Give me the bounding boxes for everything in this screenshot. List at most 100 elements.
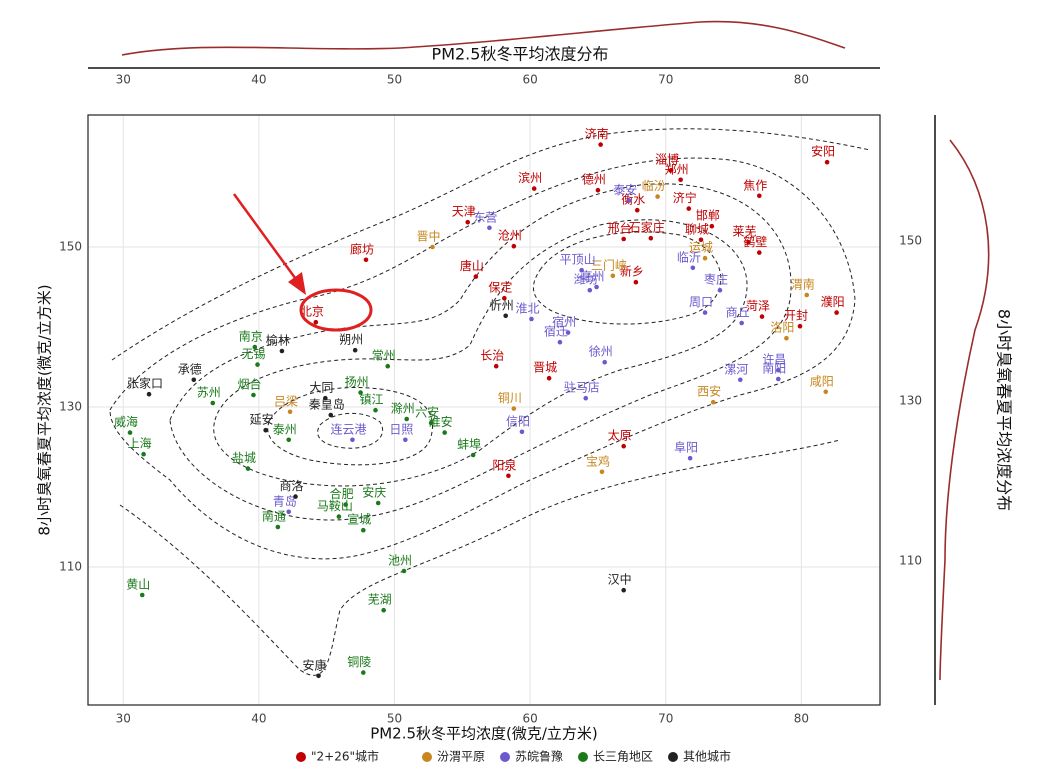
point [139, 592, 145, 598]
point [375, 500, 381, 506]
point [784, 335, 789, 341]
point [502, 295, 507, 301]
point [404, 416, 409, 422]
point [470, 452, 476, 458]
x-axis-title: PM2.5秋冬平均浓度(微克/立方米) [370, 725, 598, 743]
point [648, 235, 654, 241]
point-label: 烟台 [237, 377, 261, 392]
point [626, 198, 632, 203]
point [634, 207, 640, 213]
point [493, 363, 499, 369]
point [583, 395, 589, 401]
point-label: 镇江 [359, 393, 383, 407]
legend: "2+26"城市 汾渭平原 苏皖鲁豫 长三角地区 其他城市 [296, 749, 731, 764]
legend-swatch [296, 752, 306, 762]
point [381, 607, 386, 613]
contour-line [111, 128, 871, 361]
point-label: 汉中 [608, 572, 632, 587]
legend-swatch [668, 752, 678, 762]
point-label: 南京 [239, 329, 263, 344]
point-label: 洛阳 [770, 320, 794, 335]
right-tick-label: 110 [899, 554, 922, 568]
x-tick-label: 60 [522, 712, 537, 726]
point [610, 273, 616, 279]
point [361, 670, 366, 675]
point-label: 天津 [452, 205, 476, 219]
point-label: 盐城 [232, 451, 256, 465]
point-label: 郑州 [665, 161, 689, 176]
point [621, 236, 626, 242]
x-tick-label: 80 [794, 712, 809, 726]
point [430, 244, 435, 250]
grid [88, 115, 880, 705]
point [655, 194, 660, 199]
point-label: 铜陵 [347, 654, 371, 669]
point-label: 宿州 [552, 314, 576, 329]
point [633, 279, 639, 285]
point-label: 济宁 [673, 190, 697, 205]
point [487, 225, 492, 231]
top-tick-label: 60 [522, 73, 537, 87]
point [797, 323, 803, 329]
contour-line [267, 387, 433, 466]
point-label: 安阳 [811, 144, 835, 159]
point-label: 淮安 [429, 414, 453, 429]
point-label: 扬州 [345, 374, 369, 389]
point [757, 193, 762, 199]
point-label: 黄山 [126, 578, 150, 592]
point-label: 漯河 [724, 362, 748, 376]
point [702, 310, 708, 315]
point [686, 206, 692, 211]
point [804, 292, 810, 298]
point [775, 376, 781, 382]
point [824, 159, 830, 165]
highlight-circle [299, 288, 373, 332]
point-label: 池州 [388, 554, 412, 568]
point [678, 177, 683, 183]
point-label: 安康 [303, 657, 327, 672]
point-label: 新乡 [620, 264, 644, 279]
point [739, 320, 744, 326]
point [511, 406, 517, 411]
point-label: 宝鸡 [586, 453, 610, 468]
point-label: 保定 [488, 280, 512, 295]
point-label: 阳泉 [492, 458, 516, 472]
point-label: 周口 [689, 295, 713, 309]
point [252, 344, 258, 350]
point [293, 494, 298, 499]
point-label: 西安 [697, 384, 721, 399]
point-label: 临沂 [677, 250, 701, 264]
point-label: 沧州 [498, 228, 522, 243]
point [286, 437, 292, 443]
point [531, 186, 537, 191]
point-label: 咸阳 [810, 374, 834, 388]
point-label: 渭南 [791, 277, 815, 292]
point-label: 忻州 [490, 298, 514, 312]
point-label: 连云港 [330, 421, 366, 436]
point-label: 日照 [389, 422, 413, 436]
point-label: 太原 [608, 428, 632, 443]
point [286, 509, 292, 515]
point [403, 437, 408, 443]
arrow-shaft [232, 193, 300, 283]
point-label: 上海 [128, 436, 152, 451]
point-label: 邯郸 [696, 208, 720, 223]
point [385, 363, 391, 369]
point-label: 三门峡 [591, 257, 627, 272]
x-tick-label: 30 [116, 712, 131, 726]
legend-label: "2+26"城市 [311, 749, 379, 764]
point [442, 430, 447, 435]
legend-swatch [422, 752, 432, 762]
point [146, 391, 152, 397]
point-label: 濮阳 [821, 294, 845, 309]
point-label: 鹤壁 [743, 234, 767, 249]
point [746, 239, 751, 245]
point [687, 455, 693, 461]
point-label: 榆林 [266, 333, 290, 348]
point-label: 晋中 [416, 229, 440, 244]
point [401, 568, 407, 574]
point-label: 信阳 [506, 414, 530, 428]
point [255, 362, 260, 367]
contour-line [169, 183, 792, 521]
point [323, 395, 328, 401]
